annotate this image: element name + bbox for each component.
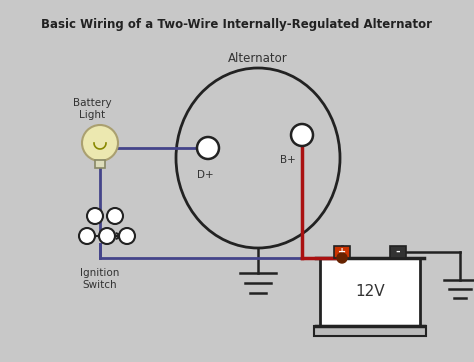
Circle shape: [87, 208, 103, 224]
Text: B+: B+: [280, 155, 296, 165]
Circle shape: [119, 228, 135, 244]
Bar: [320, 258, 420, 326]
Circle shape: [99, 228, 115, 244]
Circle shape: [82, 125, 118, 161]
Text: 12V: 12V: [355, 285, 385, 299]
Circle shape: [197, 137, 219, 159]
Text: Battery
Light: Battery Light: [73, 98, 111, 120]
Text: +: +: [338, 247, 346, 257]
Circle shape: [291, 124, 313, 146]
Bar: [314, 326, 426, 336]
Circle shape: [337, 253, 347, 263]
Circle shape: [79, 228, 95, 244]
Text: D+: D+: [197, 170, 213, 180]
Text: -: -: [396, 247, 401, 257]
Bar: [95, 160, 105, 168]
Bar: [334, 246, 350, 258]
Bar: [390, 246, 406, 258]
Text: Basic Wiring of a Two-Wire Internally-Regulated Alternator: Basic Wiring of a Two-Wire Internally-Re…: [42, 18, 432, 31]
Circle shape: [107, 208, 123, 224]
Text: Ignition
Switch: Ignition Switch: [80, 268, 120, 290]
Text: Alternator: Alternator: [228, 52, 288, 65]
